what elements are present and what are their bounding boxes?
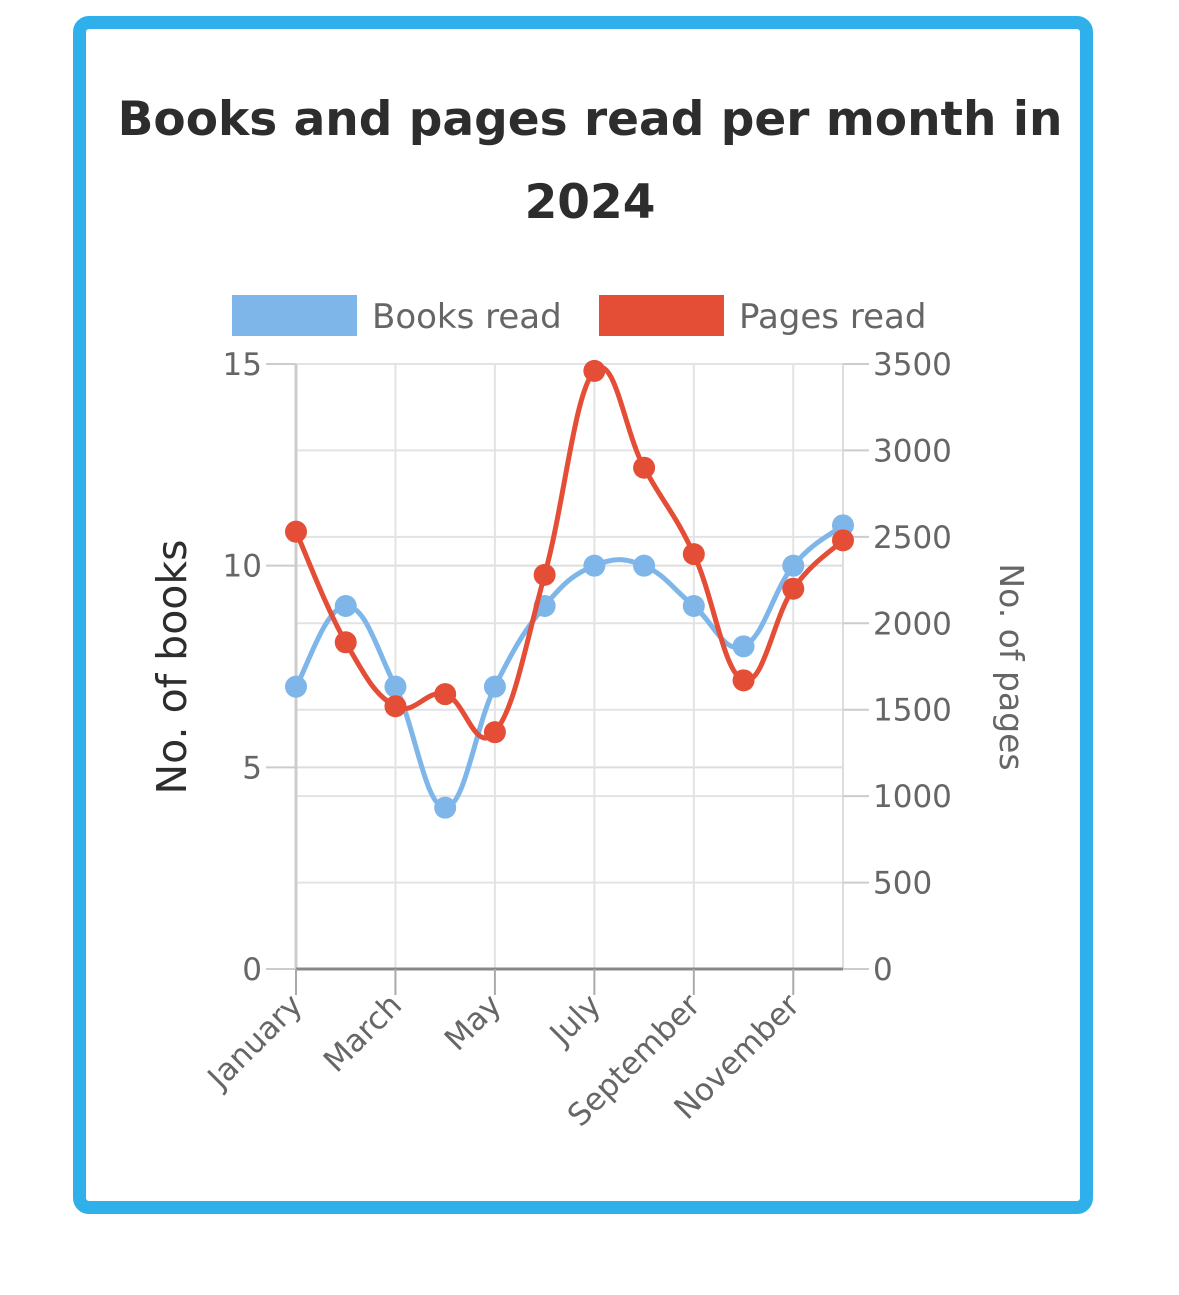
data-point-pages-read[interactable] bbox=[483, 721, 506, 744]
data-point-books-read[interactable] bbox=[732, 635, 755, 658]
data-point-pages-read[interactable] bbox=[832, 529, 854, 552]
y-tick-right-label: 2500 bbox=[873, 520, 952, 556]
y-axis-right-title: No. of pages bbox=[992, 563, 1031, 770]
y-axis-left-title: No. of books bbox=[148, 540, 196, 795]
data-point-books-read[interactable] bbox=[434, 796, 457, 819]
data-point-books-read[interactable] bbox=[384, 675, 407, 698]
data-point-pages-read[interactable] bbox=[633, 456, 656, 479]
axis-titles: No. of books No. of pages bbox=[148, 540, 1031, 795]
data-point-pages-read[interactable] bbox=[285, 520, 307, 543]
data-point-pages-read[interactable] bbox=[732, 669, 755, 692]
chart-title: Books and pages read per month in 2024 bbox=[117, 92, 1063, 230]
data-point-pages-read[interactable] bbox=[682, 543, 705, 566]
y-tick-right-label: 1000 bbox=[873, 779, 952, 815]
data-point-pages-read[interactable] bbox=[782, 577, 805, 600]
chart-card bbox=[73, 16, 1093, 1214]
data-point-pages-read[interactable] bbox=[384, 695, 407, 718]
y-tick-right-label: 1500 bbox=[873, 693, 952, 729]
data-point-books-read[interactable] bbox=[782, 554, 805, 577]
data-point-books-read[interactable] bbox=[682, 595, 705, 617]
data-point-books-read[interactable] bbox=[334, 595, 357, 617]
y-tick-left-label: 5 bbox=[242, 750, 262, 786]
data-point-pages-read[interactable] bbox=[334, 631, 357, 654]
data-point-books-read[interactable] bbox=[285, 675, 307, 698]
legend: Books read Pages read bbox=[232, 295, 926, 337]
y-tick-right-label: 3500 bbox=[873, 347, 952, 383]
y-tick-right-label: 500 bbox=[873, 866, 932, 902]
data-point-books-read[interactable] bbox=[483, 675, 506, 698]
series-layer bbox=[285, 359, 854, 819]
x-tick-label: March bbox=[317, 987, 409, 1079]
y-tick-right-label: 2000 bbox=[873, 606, 952, 642]
legend-label-pages-read[interactable]: Pages read bbox=[739, 297, 926, 337]
data-point-pages-read[interactable] bbox=[583, 359, 606, 382]
y-tick-right-label: 3000 bbox=[873, 433, 952, 469]
data-point-pages-read[interactable] bbox=[434, 683, 457, 706]
data-point-books-read[interactable] bbox=[583, 554, 606, 577]
legend-swatch-pages-read[interactable] bbox=[599, 295, 724, 336]
axes: 0 5 10 15 0 500 1000 1500 2000 2500 3000 3500 Januar… bbox=[200, 347, 952, 1134]
x-tick-label: May bbox=[438, 987, 509, 1058]
legend-swatch-books-read[interactable] bbox=[232, 295, 357, 336]
series-line-pages-read bbox=[293, 365, 845, 741]
data-point-books-read[interactable] bbox=[633, 554, 656, 577]
legend-label-books-read[interactable]: Books read bbox=[372, 297, 562, 337]
y-tick-right-label: 0 bbox=[873, 952, 893, 988]
x-tick-label: January bbox=[200, 987, 310, 1097]
data-point-pages-read[interactable] bbox=[533, 563, 556, 586]
x-tick-label: July bbox=[542, 987, 608, 1053]
y-tick-left-label: 15 bbox=[223, 347, 262, 383]
y-tick-left-label: 0 bbox=[242, 952, 262, 988]
y-tick-left-label: 10 bbox=[223, 549, 262, 585]
